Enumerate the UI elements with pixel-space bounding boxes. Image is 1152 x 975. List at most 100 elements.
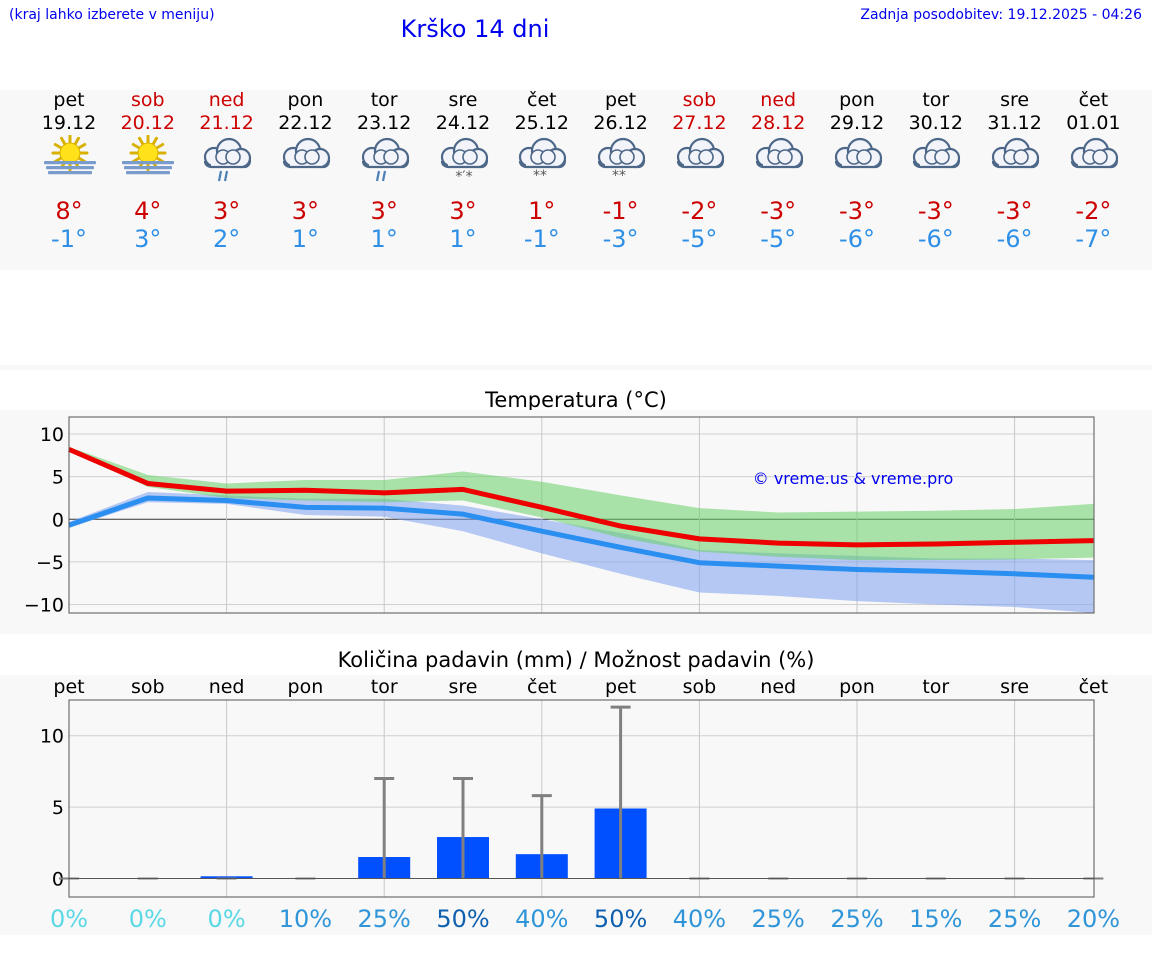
temp-min: 1° bbox=[291, 225, 320, 253]
temp-min: 1° bbox=[449, 225, 477, 253]
temp-min: -6° bbox=[996, 225, 1033, 253]
temp-max: -3° bbox=[839, 197, 875, 225]
day-column: ned 21.12 3° 2° bbox=[187, 89, 266, 259]
temp-min: -5° bbox=[760, 225, 797, 253]
x-category-label: tor bbox=[371, 676, 398, 698]
x-category-label: čet bbox=[1079, 676, 1109, 698]
day-date: 21.12 bbox=[199, 112, 254, 134]
temperature-chart-title: Temperatura (°C) bbox=[485, 388, 667, 412]
day-date: 25.12 bbox=[514, 112, 569, 134]
day-date: 01.01 bbox=[1066, 112, 1121, 134]
cloud-snow-icon: ** bbox=[593, 135, 649, 187]
cloud-icon bbox=[908, 135, 964, 187]
day-date: 29.12 bbox=[829, 112, 885, 134]
day-name: ned bbox=[760, 89, 797, 111]
cloud-icon bbox=[1066, 135, 1122, 187]
day-column: sre 31.12 -3° -6° bbox=[975, 89, 1054, 259]
day-name: čet bbox=[527, 89, 557, 111]
min-temp-band bbox=[69, 491, 1094, 613]
min-temp-line bbox=[68, 495, 1094, 580]
precip-probability: 40% bbox=[515, 905, 568, 933]
x-category-label: sre bbox=[1000, 676, 1029, 698]
last-updated: Zadnja posodobitev: 19.12.2025 - 04:26 bbox=[860, 7, 1142, 23]
precipitation-chart: pet sob ned pon tor sre čet pet sob ned pon tor sre č… bbox=[40, 676, 1120, 933]
day-name: pet bbox=[604, 89, 637, 111]
day-name: sob bbox=[682, 89, 717, 111]
divider bbox=[0, 365, 1152, 370]
precip-probability: 25% bbox=[830, 905, 883, 933]
temp-max: -2° bbox=[681, 197, 718, 225]
location-hint-link[interactable]: (kraj lahko izberete v meniju) bbox=[9, 7, 215, 23]
precip-bar bbox=[200, 876, 253, 879]
precip-probability: 15% bbox=[909, 905, 962, 933]
x-category-label: pon bbox=[839, 676, 875, 698]
y-tick-label: 10 bbox=[40, 726, 64, 748]
temperature-chart: 10 5 0 −5 −10 © vreme.us & vreme.pro bbox=[24, 416, 1095, 616]
day-column: pet 26.12 -1° -3° ** bbox=[581, 89, 660, 259]
x-category-label: pet bbox=[605, 676, 636, 698]
temp-max: 3° bbox=[370, 197, 398, 225]
temp-max: -2° bbox=[1075, 197, 1112, 225]
y-tick-label: 0 bbox=[52, 868, 64, 890]
day-date: 19.12 bbox=[41, 112, 97, 134]
y-tick-label: 0 bbox=[52, 509, 64, 531]
day-name: tor bbox=[370, 89, 398, 111]
svg-text:**: ** bbox=[612, 168, 626, 184]
day-column: čet 01.01 -2° -7° bbox=[1054, 89, 1133, 259]
cloud-icon bbox=[987, 135, 1043, 187]
day-column: sre 24.12 3° 1° *′* bbox=[424, 89, 503, 259]
y-tick-label: 5 bbox=[52, 797, 64, 819]
day-name: ned bbox=[208, 89, 245, 111]
x-category-label: sob bbox=[683, 676, 717, 698]
temp-min: 2° bbox=[212, 225, 241, 253]
temp-max: 1° bbox=[528, 197, 556, 225]
x-category-label: ned bbox=[760, 676, 796, 698]
day-name: čet bbox=[1078, 89, 1109, 111]
temp-max: -3° bbox=[917, 197, 954, 225]
precip-probability: 50% bbox=[594, 905, 647, 933]
x-category-label: ned bbox=[209, 676, 245, 698]
day-name: pon bbox=[287, 89, 324, 111]
precip-probability: 0% bbox=[129, 905, 167, 933]
day-name: pon bbox=[839, 89, 875, 111]
precip-probability: 0% bbox=[50, 905, 88, 933]
temp-min: -1° bbox=[51, 225, 87, 253]
temp-max: 4° bbox=[134, 197, 162, 225]
plot-area bbox=[69, 700, 1094, 897]
cloud-rain-icon bbox=[357, 135, 413, 187]
day-column: ned 28.12 -3° -5° bbox=[739, 89, 818, 259]
max-temp-band bbox=[69, 446, 1094, 561]
svg-text:*′*: *′* bbox=[455, 169, 472, 185]
temp-min: -6° bbox=[839, 225, 875, 253]
cloud-icon bbox=[672, 135, 728, 187]
y-tick-label: −5 bbox=[36, 552, 64, 574]
y-tick-label: 5 bbox=[52, 467, 64, 489]
temp-max: 8° bbox=[55, 197, 83, 225]
day-column: tor 30.12 -3° -6° bbox=[896, 89, 975, 259]
x-category-label: pon bbox=[288, 676, 324, 698]
cloud-sleet-icon: *′* bbox=[436, 135, 492, 187]
x-category-label: pet bbox=[53, 676, 84, 698]
plot-frame bbox=[68, 416, 1095, 614]
max-temp-line bbox=[68, 447, 1094, 548]
day-column: pon 29.12 -3° -6° bbox=[818, 89, 897, 259]
day-column: pet 19.12 8° -1° bbox=[30, 89, 109, 259]
x-category-label: sob bbox=[131, 676, 165, 698]
day-date: 24.12 bbox=[435, 112, 491, 134]
plot-frame bbox=[68, 699, 1095, 898]
temp-min: 1° bbox=[370, 225, 398, 253]
precip-probability: 20% bbox=[1067, 905, 1120, 933]
temp-min: -6° bbox=[917, 225, 954, 253]
day-name: pet bbox=[53, 89, 85, 111]
temp-max: 3° bbox=[291, 197, 320, 225]
y-tick-label: 10 bbox=[40, 424, 64, 446]
sun-fog-icon bbox=[120, 134, 176, 187]
day-date: 26.12 bbox=[593, 112, 648, 134]
precip-probability: 10% bbox=[279, 905, 332, 933]
temp-min: -3° bbox=[602, 225, 639, 253]
day-name: sre bbox=[448, 89, 478, 111]
temp-max: -3° bbox=[996, 197, 1033, 225]
day-column: čet 25.12 1° -1° ** bbox=[502, 89, 581, 259]
temp-max: 3° bbox=[212, 197, 241, 225]
cloud-rain-icon bbox=[199, 135, 255, 187]
